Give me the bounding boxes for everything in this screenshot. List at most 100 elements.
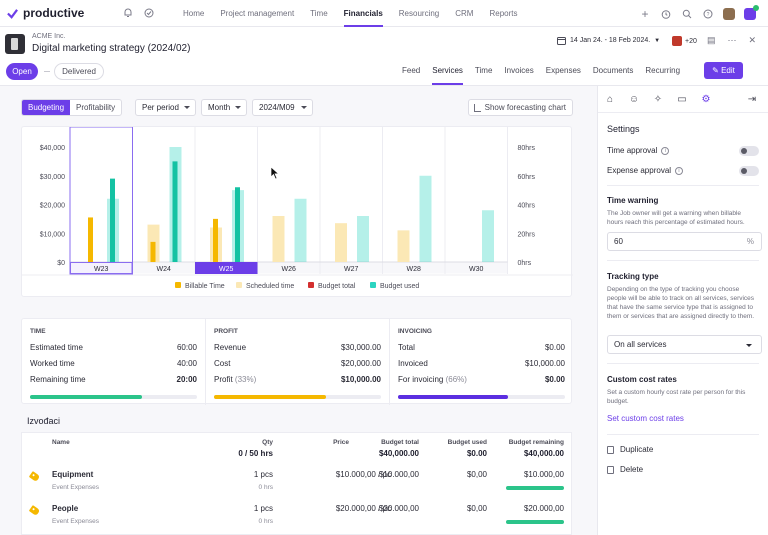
info-icon[interactable]: i [675, 166, 684, 175]
y-left-tick-label: $40,000 [40, 145, 65, 152]
date-range-picker[interactable]: 14 Jan 24. - 18 Feb 2024. ▼ [557, 36, 660, 45]
expense-approval-label: Expense approval [607, 166, 672, 175]
tab-services[interactable]: Services [426, 60, 469, 86]
col-qty[interactable]: Qty [262, 439, 273, 446]
col-budget-remaining-value: $40,000.00 [523, 449, 564, 458]
cost-rates-title: Custom cost rates [607, 375, 677, 384]
edit-button[interactable]: ✎ Edit [704, 62, 743, 79]
remaining-bar [506, 520, 564, 524]
status-delivered-button[interactable]: Delivered [54, 63, 104, 80]
selected-period-value: 2024/M09 [259, 103, 295, 112]
copy-icon [607, 445, 614, 454]
nav-resourcing[interactable]: Resourcing [398, 8, 440, 18]
row-qty: 1 pcs [253, 470, 273, 479]
row-qty: 1 pcs [253, 504, 273, 513]
category-cell [320, 262, 382, 274]
plus-icon[interactable]: + [641, 6, 649, 21]
period-value: Per period [142, 103, 179, 112]
search-icon[interactable] [681, 8, 693, 20]
expense-approval-toggle[interactable] [739, 166, 759, 176]
close-icon[interactable]: ✕ [748, 35, 757, 45]
user-avatar[interactable] [744, 4, 759, 20]
home-icon[interactable]: ⌂ [606, 93, 614, 105]
time-warning-desc: The Job owner will get a warning when bi… [607, 210, 745, 226]
billable-time-bar [213, 218, 218, 262]
nav-home[interactable]: Home [183, 8, 205, 18]
invoicing-progress-bar [398, 395, 565, 399]
info-icon[interactable]: i [661, 146, 670, 155]
set-cost-rates-link[interactable]: Set custom cost rates [607, 414, 684, 423]
assignees[interactable]: +20 [672, 36, 697, 46]
logo[interactable]: productive [7, 6, 157, 20]
remaining-bar [506, 486, 564, 490]
time-warning-input[interactable]: 60% [607, 232, 762, 251]
forecast-button[interactable]: Show forecasting chart [467, 99, 573, 116]
person-icon[interactable]: ☺ [628, 93, 640, 105]
tracking-type-select[interactable]: On all services [607, 335, 762, 354]
profitability-toggle[interactable]: Profitability [76, 103, 116, 112]
y-right-tick-label: 40hrs [518, 203, 536, 210]
col-budget-used[interactable]: Budget used [447, 439, 487, 446]
project-tabs: Feed Services Time Invoices Expenses Doc… [396, 60, 686, 86]
col-name[interactable]: Name [52, 439, 70, 446]
edit-label: Edit [721, 66, 735, 75]
help-icon[interactable]: ? [702, 8, 714, 20]
chevron-down-icon: ▼ [654, 37, 661, 44]
timer-icon[interactable] [660, 8, 672, 20]
col-budget-remaining[interactable]: Budget remaining [508, 439, 564, 446]
period-dropdown[interactable]: Per period [135, 99, 196, 116]
assignee-avatar [672, 36, 682, 46]
status-open-button[interactable]: Open [6, 63, 38, 80]
row-name[interactable]: Equipment [52, 470, 94, 479]
budget-used-bar [357, 216, 369, 262]
summary-row: Remaining time 20:00 [30, 375, 197, 384]
nav-time[interactable]: Time [310, 8, 328, 18]
puzzle-icon[interactable]: ✧ [653, 93, 663, 105]
tab-time[interactable]: Time [474, 66, 493, 75]
calendar-icon [557, 37, 566, 45]
col-budget-total[interactable]: Budget total [381, 439, 419, 446]
granularity-dropdown[interactable]: Month [201, 99, 247, 116]
tab-feed[interactable]: Feed [402, 66, 421, 75]
col-price[interactable]: Price [333, 439, 349, 446]
row-name[interactable]: People [52, 504, 79, 513]
summary-row: For invoicing (66%) $0.00 [398, 375, 565, 384]
nav-project-management[interactable]: Project management [220, 8, 295, 18]
tab-expenses[interactable]: Expenses [545, 66, 581, 75]
client-name[interactable]: ACME Inc. [32, 33, 66, 40]
duplicate-button[interactable]: Duplicate [607, 445, 653, 454]
tab-documents[interactable]: Documents [592, 66, 634, 75]
summary-row: Profit (33%) $10,000.00 [214, 375, 381, 384]
nav-crm[interactable]: CRM [455, 8, 474, 18]
tab-invoices[interactable]: Invoices [504, 66, 534, 75]
folder-icon[interactable]: ▭ [677, 93, 687, 105]
tab-recurring[interactable]: Recurring [645, 66, 681, 75]
invoicing-progress-fill [398, 395, 509, 399]
bell-icon[interactable] [122, 7, 134, 19]
nav-reports[interactable]: Reports [489, 8, 518, 18]
check-circle-icon[interactable] [143, 7, 155, 19]
more-icon[interactable]: ⋯ [727, 35, 737, 45]
legend-swatch [308, 282, 314, 288]
gear-icon[interactable]: ⚙ [701, 93, 711, 105]
profit-progress-fill [214, 395, 326, 399]
y-right-tick-label: 20hrs [518, 231, 536, 238]
scheduled-time-bar [272, 216, 285, 262]
collapse-panel-icon[interactable]: ⇥ [747, 93, 757, 105]
time-approval-toggle[interactable] [739, 146, 759, 156]
nav-financials[interactable]: Financials [336, 0, 391, 27]
delete-button[interactable]: Delete [607, 465, 643, 474]
document-icon[interactable]: ▤ [707, 35, 716, 45]
time-warning-title: Time warning [607, 196, 659, 205]
vendors-table: Name Qty 0 / 50 hrs Price Budget total $… [21, 432, 572, 535]
tag-icon [28, 505, 41, 516]
workspace-avatar[interactable] [723, 7, 735, 20]
budgeting-toggle[interactable]: Budgeting [22, 100, 71, 115]
cost-rates-desc: Set a custom hourly cost rate per person… [607, 389, 746, 405]
profit-summary: Profit Revenue $30,000.00 Cost $20,000.00 … [205, 319, 389, 405]
budget-used-bar-solid [172, 161, 178, 262]
tracking-type-desc: Depending on the type of tracking you ch… [607, 286, 755, 320]
selected-period-dropdown[interactable]: 2024/M09 [252, 99, 313, 116]
svg-text:?: ? [707, 12, 710, 18]
budget-used-bar [419, 175, 432, 262]
